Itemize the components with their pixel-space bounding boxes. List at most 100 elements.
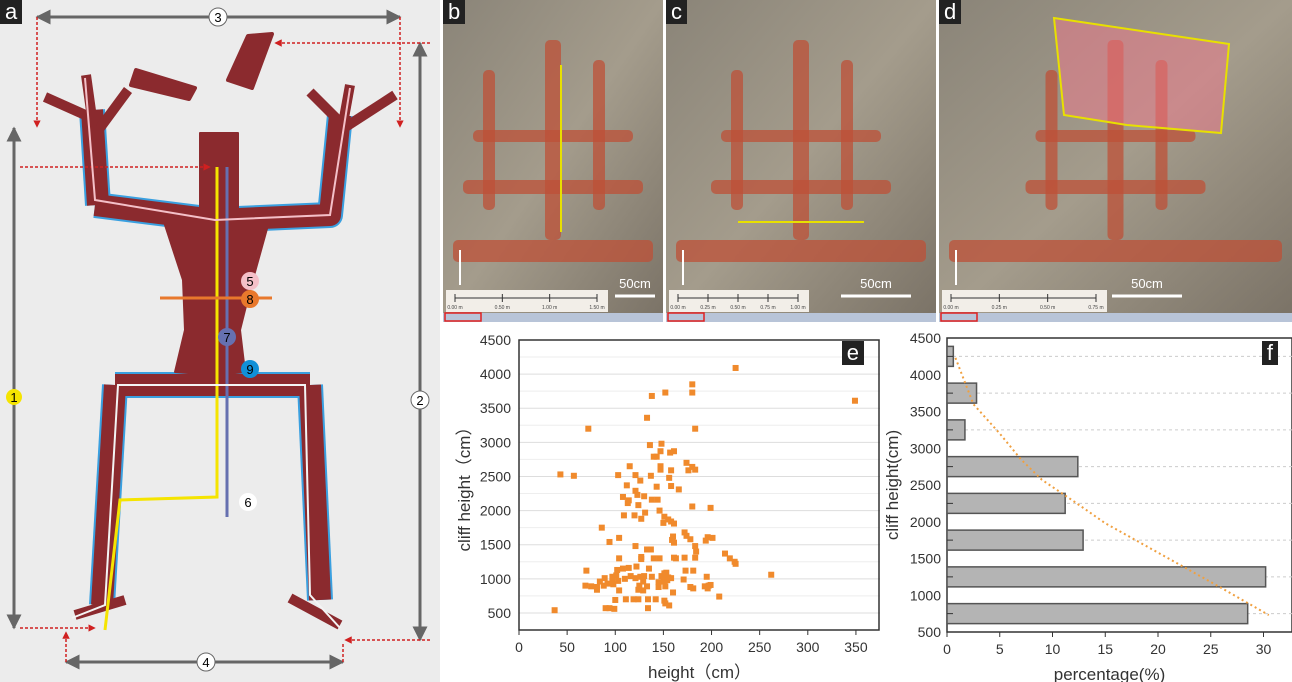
red-pigment-stroke xyxy=(453,240,653,262)
scatter-point xyxy=(648,392,655,399)
scatter-point xyxy=(653,453,660,460)
scatter-point xyxy=(768,571,775,578)
panel-f-bar-chart: 500 1000 1500 2000 2500 3000 3500 4000 4500 0 5 10 1… xyxy=(880,325,1292,682)
ruler-tick-label: 0.00 m xyxy=(447,305,462,311)
scatter-point xyxy=(692,466,699,473)
marker-6: 6 xyxy=(244,495,251,510)
ruler-tick-label: 1.50 m xyxy=(589,305,604,311)
scatter-point xyxy=(602,605,609,612)
scatter-point xyxy=(615,577,622,584)
scatter-point xyxy=(668,483,675,490)
status-strip xyxy=(443,313,663,322)
y-tick-label: 4000 xyxy=(480,366,511,382)
scatter-point xyxy=(616,534,623,541)
marker-7: 7 xyxy=(223,330,230,345)
scatter-point xyxy=(613,572,620,579)
scatter-point xyxy=(625,564,632,571)
scatter-point xyxy=(627,573,634,580)
x-axis-label: height（cm） xyxy=(648,663,751,682)
ruler-tick-label: 1.00 m xyxy=(790,305,805,311)
scatter-point xyxy=(632,472,639,479)
y-tick-label: 1500 xyxy=(910,551,941,567)
scatter-point xyxy=(661,513,668,520)
plot-frame xyxy=(946,337,1292,633)
scatter-point xyxy=(637,477,644,484)
pictograph-figure xyxy=(42,32,398,630)
scatter-point xyxy=(557,471,564,478)
scatter-point xyxy=(653,483,660,490)
scatter-point xyxy=(600,582,607,589)
ruler-box xyxy=(669,290,809,312)
status-highlight xyxy=(940,312,978,322)
marker-2: 2 xyxy=(416,393,423,408)
marker-4: 4 xyxy=(202,655,209,670)
y-tick-label: 3500 xyxy=(910,404,941,420)
ruler-tick-label: 0.50 m xyxy=(1040,305,1055,311)
scatter-point xyxy=(654,496,661,503)
scatter-point xyxy=(630,596,637,603)
scatter-point xyxy=(647,546,654,553)
bar xyxy=(946,455,1079,478)
marker-5: 5 xyxy=(246,274,253,289)
scatter-point xyxy=(583,567,590,574)
panel-label-c: c xyxy=(666,0,687,24)
panel-d-photo: 50cm 0.00 m 0.25 m 0.50 m 0.75 m d xyxy=(939,0,1292,322)
marker-3: 3 xyxy=(214,10,221,25)
scatter-point xyxy=(709,534,716,541)
scatter-point xyxy=(707,581,714,588)
scatter-point xyxy=(582,582,589,589)
scatter-point xyxy=(664,577,671,584)
y-tick-label: 2500 xyxy=(480,468,511,484)
scatter-point xyxy=(690,585,697,592)
bar xyxy=(946,602,1249,625)
x-tick-label: 15 xyxy=(1097,641,1113,657)
scatter-point xyxy=(692,425,699,432)
y-axis-label: cliff height（cm） xyxy=(455,419,474,552)
scatter-point xyxy=(652,596,659,603)
scatter-point xyxy=(642,509,649,516)
scatter-point xyxy=(732,560,739,567)
y-axis-label: cliff height(cm) xyxy=(883,430,902,540)
y-tick-label: 500 xyxy=(918,624,942,640)
y-tick-label: 4500 xyxy=(480,332,511,348)
scatter-point xyxy=(632,543,639,550)
scatter-point xyxy=(670,448,677,455)
scatter-point xyxy=(657,463,664,470)
scatter-point xyxy=(681,554,688,561)
scatter-point xyxy=(656,507,663,514)
red-pigment-stroke xyxy=(711,180,891,194)
scatter-point xyxy=(635,596,642,603)
red-pigment-stroke xyxy=(463,180,643,194)
scatter-point xyxy=(614,566,621,573)
scatter-point xyxy=(641,573,648,580)
bar xyxy=(946,529,1084,551)
bar xyxy=(946,566,1267,588)
ruler-tick-label: 1.00 m xyxy=(542,305,557,311)
x-tick-label: 100 xyxy=(604,639,628,655)
x-tick-label: 0 xyxy=(515,639,523,655)
y-tick-label: 500 xyxy=(488,605,512,621)
ruler-tick-label: 0.50 m xyxy=(730,305,745,311)
scatter-point xyxy=(631,512,638,519)
scatter-point xyxy=(616,587,623,594)
scatter-point xyxy=(683,459,690,466)
red-pigment-stroke xyxy=(1025,180,1206,194)
y-tick-label: 4500 xyxy=(910,330,941,346)
scatter-chart: 500 1000 1500 2000 2500 3000 3500 4000 4500 0 50 10… xyxy=(455,332,880,682)
scatter-point xyxy=(619,565,626,572)
red-pigment-stroke xyxy=(721,130,881,142)
marker-1: 1 xyxy=(10,390,17,405)
scatter-point xyxy=(641,493,648,500)
scatter-point xyxy=(689,389,696,396)
scatter-point xyxy=(692,543,699,550)
scatter-point xyxy=(690,567,697,574)
ruler-tick-label: 0.75 m xyxy=(760,305,775,311)
panel-label-e: e xyxy=(841,341,864,365)
y-tick-label: 1500 xyxy=(480,537,511,553)
scatter-point xyxy=(615,472,622,479)
scatter-point xyxy=(672,555,679,562)
marker-8: 8 xyxy=(246,292,253,307)
scatter-point xyxy=(635,502,642,509)
scale-bar-label: 50cm xyxy=(619,276,651,291)
scatter-point xyxy=(644,583,651,590)
